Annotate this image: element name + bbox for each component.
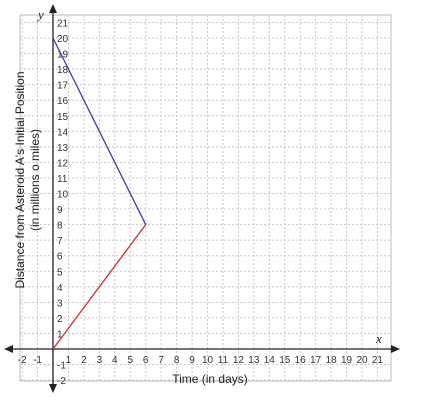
- y-tick-label: 11: [57, 174, 68, 185]
- y-axis-label-line2: (in millions o miles): [28, 129, 42, 231]
- x-tick-label: 13: [248, 355, 260, 366]
- y-tick-label: 20: [57, 34, 69, 45]
- y-tick-label: 3: [57, 298, 63, 309]
- plot-frame: [19, 14, 392, 382]
- y-tick-label: 10: [57, 190, 69, 201]
- y-axis-arrow-top: [49, 4, 57, 13]
- x-tick-label: 14: [264, 355, 276, 366]
- x-tick-label: 6: [143, 355, 149, 366]
- x-tick-label: 7: [158, 355, 164, 366]
- x-axis-arrow-right: [391, 345, 400, 353]
- y-tick-label: 7: [57, 236, 63, 247]
- y-tick-label: 8: [57, 221, 63, 232]
- y-tick-label: 15: [57, 112, 69, 123]
- y-axis-arrow-bottom: [49, 384, 57, 393]
- y-tick-label: 17: [57, 81, 69, 92]
- x-tick-label: 9: [189, 355, 195, 366]
- y-tick-label: 4: [57, 283, 63, 294]
- x-axis-letter: x: [375, 331, 382, 346]
- x-tick-label: 5: [127, 355, 133, 366]
- y-axis-label: Distance from Asteroid A's Initial Posit…: [13, 71, 42, 288]
- y-tick-label: 6: [57, 252, 63, 263]
- x-tick-label: 3: [97, 355, 103, 366]
- axes: [4, 4, 400, 393]
- y-tick-label: -1: [57, 361, 66, 372]
- y-tick-label: 9: [57, 205, 63, 216]
- y-tick-label: 18: [57, 65, 69, 76]
- y-tick-label: 16: [57, 96, 69, 107]
- x-axis-label: Time (in days): [172, 372, 248, 386]
- y-tick-label: 5: [57, 267, 63, 278]
- x-tick-label: 10: [202, 355, 214, 366]
- x-tick-label: 12: [233, 355, 245, 366]
- y-tick-label: 19: [57, 50, 69, 61]
- y-tick-label: 21: [57, 18, 69, 29]
- x-tick-label: 20: [356, 355, 368, 366]
- y-tick-label: 2: [57, 314, 63, 325]
- y-axis-letter: y: [36, 7, 44, 22]
- y-tick-label: 12: [57, 158, 69, 169]
- series-lines: [52, 37, 147, 350]
- x-tick-label: 1: [66, 355, 72, 366]
- x-tick-label: 15: [279, 355, 291, 366]
- x-tick-label: 17: [310, 355, 322, 366]
- x-tick-label: 18: [326, 355, 338, 366]
- x-tick-label: 19: [341, 355, 353, 366]
- x-axis-arrow-left: [4, 345, 13, 353]
- series-line-red: [52, 224, 147, 350]
- x-tick-label: 2: [81, 355, 87, 366]
- x-tick-label: 16: [295, 355, 307, 366]
- y-tick-label: -2: [57, 376, 66, 387]
- y-tick-label: 14: [57, 127, 69, 138]
- x-tick-label: -1: [33, 355, 42, 366]
- y-tick-label: 13: [57, 143, 69, 154]
- x-tick-label: 4: [112, 355, 118, 366]
- x-tick-label: 21: [372, 355, 384, 366]
- grid: [19, 14, 392, 382]
- y-axis-label-line1: Distance from Asteroid A's Initial Posit…: [13, 71, 27, 288]
- series-line-blue: [52, 37, 147, 225]
- x-tick-label: 11: [218, 355, 229, 366]
- x-tick-label: -2: [18, 355, 27, 366]
- tick-labels: -2 -1 1 2 3 4 5 6 7 8 9 10 11 12 13 14 15 16 17 18 19 20 21-2-…: [18, 18, 384, 387]
- x-tick-label: 8: [174, 355, 180, 366]
- y-tick-label: 1: [57, 329, 63, 340]
